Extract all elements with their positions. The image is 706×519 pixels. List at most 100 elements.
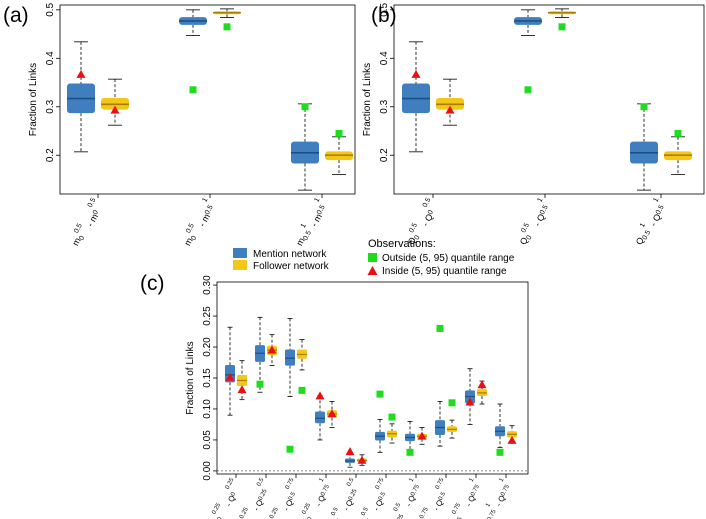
follower-box-8: [447, 419, 457, 439]
observation-inside-marker: [267, 345, 277, 354]
legend-triangle-marker: [367, 266, 378, 275]
observation-outside-marker: [558, 23, 566, 31]
panel-label-c: (c): [140, 272, 165, 295]
x-tick-label: Q00.5 - Q0.51: [515, 197, 553, 249]
y-tick-label: 0.30: [202, 275, 213, 295]
observation-inside-marker: [315, 391, 325, 400]
x-tick-label: Q00.25 - Q0.751: [297, 477, 335, 519]
observation-outside-marker: [496, 448, 504, 456]
y-tick-label: 0.4: [45, 51, 56, 65]
legend-label-follower: Follower network: [253, 261, 330, 272]
y-tick-label: 0.3: [45, 99, 56, 113]
observation-inside-marker: [225, 372, 235, 381]
observation-outside-marker: [189, 86, 197, 94]
legend-label-mention: Mention network: [253, 249, 327, 260]
mention-box-2: [514, 9, 542, 36]
follower-box-2: [213, 8, 241, 19]
x-tick-label: Q0.50.75 - Q0.751: [445, 477, 485, 519]
mention-box-6: [375, 419, 385, 453]
x-tick-label: m00.5 - m00.5: [68, 197, 107, 249]
observation-outside-marker: [256, 380, 264, 388]
legend-square-marker: [368, 253, 377, 262]
y-tick-label: 0.25: [202, 306, 213, 326]
mention-box-1: [67, 41, 95, 153]
legend-label-inside: Inside (5, 95) quantile range: [382, 266, 507, 277]
observation-inside-marker: [417, 431, 427, 440]
y-tick-label: 0.3: [379, 99, 390, 113]
x-tick-label: Q00.25 - Q00.25: [207, 477, 245, 519]
y-tick-label: 0.2: [379, 148, 390, 162]
observation-outside-marker: [448, 399, 456, 407]
x-tick-label: Q0.51 - Q0.51: [631, 197, 669, 249]
y-tick-label: 0.20: [202, 337, 213, 357]
follower-box-3: [297, 339, 307, 371]
mention-box-5: [345, 451, 355, 468]
y-axis-label: Fraction of Links: [185, 341, 196, 414]
follower-box-1: [237, 360, 247, 401]
mention-box-8: [435, 401, 445, 447]
mention-box-3: [285, 318, 295, 397]
mention-box-3: [630, 103, 658, 191]
mention-box-3: [291, 103, 319, 191]
y-tick-label: 0.15: [202, 368, 213, 388]
x-tick-label: m0.51 - m0.51: [292, 197, 331, 249]
y-tick-label: 0.5: [45, 2, 56, 16]
observation-inside-marker: [465, 397, 475, 406]
observation-outside-marker: [388, 413, 396, 421]
observation-inside-marker: [357, 455, 367, 464]
y-axis-label: Fraction of Links: [362, 63, 373, 136]
x-tick-label: Q0.250.5 - Q0.751: [385, 477, 425, 519]
legend-label-outside: Outside (5, 95) quantile range: [382, 253, 515, 264]
mention-box-4: [315, 394, 325, 441]
observation-inside-marker: [110, 105, 120, 114]
plot-a: 0.2 0.3 0.4 0.5 Fraction of Links m00.5 - m00…: [28, 2, 356, 249]
mention-box-2: [179, 9, 207, 36]
mention-box-9: [465, 368, 475, 425]
plot-frame-c: [216, 281, 529, 475]
observation-inside-marker: [237, 385, 247, 394]
x-tick-label: Q0.250.5 - Q0.50.75: [352, 477, 394, 519]
panel-label-a: (a): [3, 4, 29, 27]
y-tick-label: 0.05: [202, 430, 213, 450]
y-tick-label: 0.00: [202, 461, 213, 481]
observation-outside-marker: [301, 103, 309, 111]
observation-inside-marker: [477, 380, 487, 389]
observation-inside-marker: [345, 447, 355, 456]
legend-swatch-follower: [233, 260, 247, 270]
y-tick-label: 0.4: [379, 51, 390, 65]
follower-box-3: [664, 136, 692, 176]
follower-box-1: [101, 78, 129, 126]
x-tick-label: Q0.751 - Q0.751: [477, 477, 515, 519]
legend-observations-title: Observations:: [368, 238, 436, 250]
observation-inside-marker: [445, 105, 455, 114]
y-axis-label: Fraction of Links: [28, 63, 39, 136]
x-tick-label: m00.5 - m0.51: [180, 197, 219, 249]
observation-outside-marker: [286, 445, 294, 453]
y-tick-label: 0.5: [379, 2, 390, 16]
observation-outside-marker: [524, 86, 532, 94]
mention-box-1: [225, 326, 235, 416]
observation-outside-marker: [640, 103, 648, 111]
plot-c: 0.00 0.05 0.10 0.15 0.20 0.25 0.30 Fraction of …: [185, 275, 529, 519]
observation-inside-marker: [327, 409, 337, 418]
observation-outside-marker: [335, 129, 343, 137]
legend-swatch-mention: [233, 248, 247, 258]
observation-inside-marker: [76, 69, 86, 78]
x-tick-label: Q0.250.5 - Q0.250.5: [322, 477, 364, 519]
observation-inside-marker: [507, 435, 517, 444]
mention-box-1: [402, 41, 430, 153]
y-tick-label: 0.2: [45, 148, 56, 162]
observation-outside-marker: [298, 386, 306, 394]
follower-box-6: [387, 423, 397, 444]
follower-box-2: [548, 8, 576, 19]
observation-outside-marker: [436, 324, 444, 332]
observation-outside-marker: [406, 448, 414, 456]
y-tick-label: 0.10: [202, 399, 213, 419]
plot-frame-b: [393, 4, 705, 195]
x-tick-label: Q0.50.75 - Q0.50.75: [412, 477, 454, 519]
observation-outside-marker: [376, 390, 384, 398]
mention-box-10: [495, 403, 505, 448]
observation-outside-marker: [223, 23, 231, 31]
